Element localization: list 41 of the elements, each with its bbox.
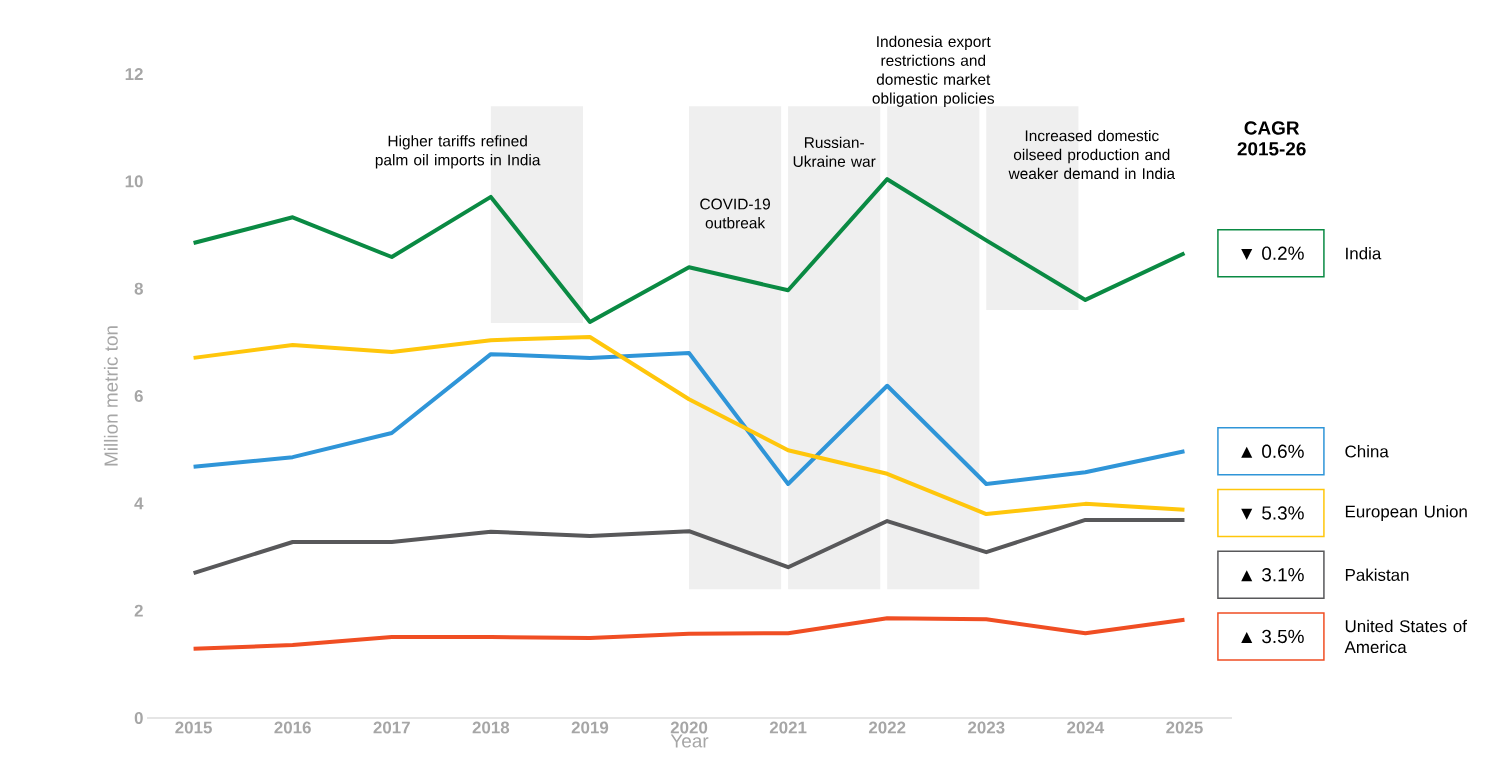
x-tick-label: 2017 [373,721,410,734]
text: ▼ 5.3% [1241,506,1304,520]
text: ▲ 0.6% [1241,444,1304,458]
text: India [1346,247,1382,260]
x-tick-label: 2024 [1067,721,1105,734]
y-tick-label: 0 [134,712,143,724]
text: Pakistan [1345,568,1409,581]
line-series [191,177,1187,324]
y-tick-label: 8 [134,282,143,295]
text: United States of America [1344,619,1467,654]
x-axis-title: Year [670,734,709,748]
line-series [191,351,1187,487]
x-tick-label: 2020 [670,721,708,734]
x-tick-label: 2023 [968,721,1005,734]
line-series [191,616,1187,651]
text: European Union [1345,505,1467,521]
line-series [191,517,1187,576]
band-label: Russian-Ukraine war [793,136,876,167]
y-tick-label: 6 [134,389,143,402]
y-tick-label: 10 [125,175,143,188]
band-label: Indonesia export restrictions and domestic market obligation policies [872,35,995,107]
x-tick-label: 2022 [868,721,906,734]
x-tick-label: 2018 [472,721,510,734]
y-axis-title: Million metric ton [103,326,118,466]
text: ▲ 3.5% [1241,629,1304,644]
y-tick-label: 12 [125,68,143,80]
x-tick-label: 2015 [175,721,212,734]
x-tick-label: 2021 [769,721,807,734]
x-tick-label: 2025 [1166,721,1203,734]
y-tick-label: 4 [134,497,144,510]
band-label: Increased domestic oilseed production and weaker demand in India [1008,129,1176,180]
text: ▼ 0.2% [1241,246,1304,260]
legend-title: CAGR 2015-26 [1237,121,1306,156]
band-label: Higher tariffs refined palm oil imports in India [375,135,541,169]
band-label: COVID-19 outbreak [700,198,770,229]
text: China [1345,445,1389,458]
line-series [191,334,1187,517]
x-tick-label: 2016 [274,721,311,734]
text: ▲ 3.1% [1241,568,1304,582]
x-tick-label: 2019 [571,721,609,734]
y-tick-label: 2 [134,604,143,617]
